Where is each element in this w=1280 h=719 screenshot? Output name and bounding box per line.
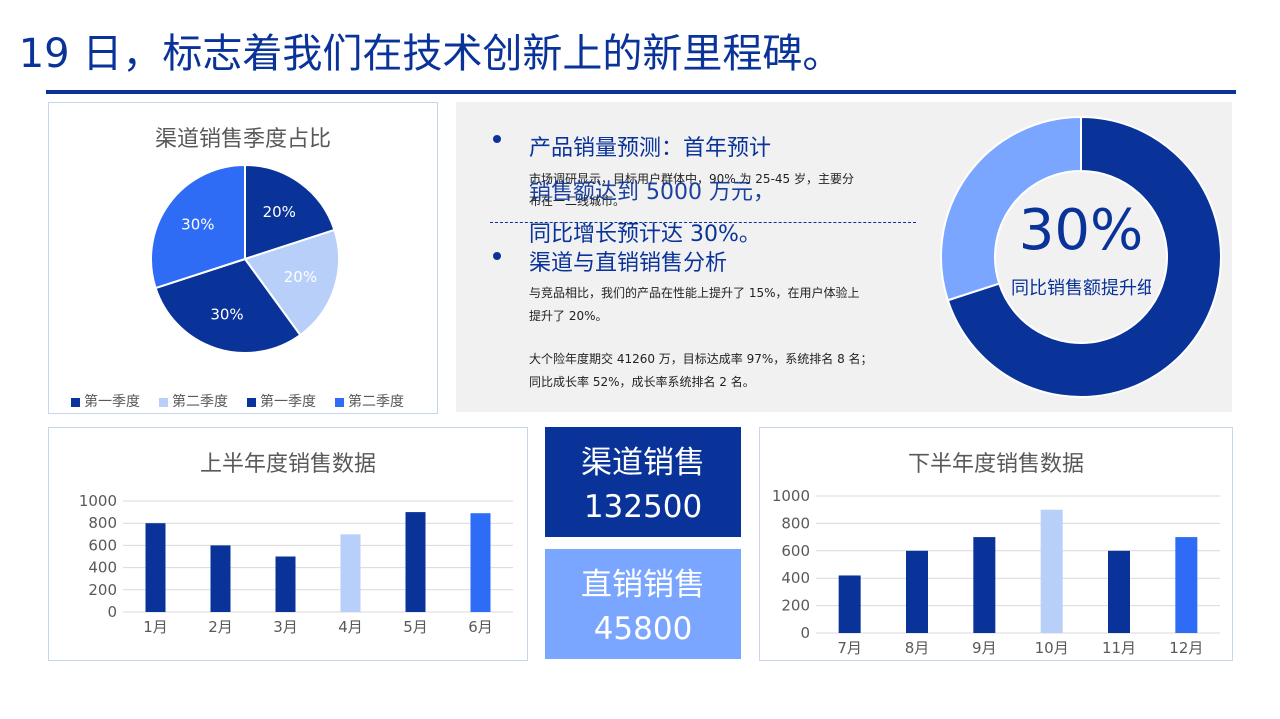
donut-caption: 同比销售额提升细 xyxy=(1011,278,1151,299)
h2-bar-chart-panel: 下半年度销售数据 0 200 400 600 800 1000 7月 8月 9月 10月 11月 12… xyxy=(759,427,1233,661)
channel-body-4: 同比成长率 52%，成长率系统排名 2 名。 xyxy=(529,375,755,389)
y-tick-label: 600 xyxy=(781,542,810,560)
bar xyxy=(973,537,996,633)
forecast-body-2: 布在一二线城市。 xyxy=(529,194,626,208)
bar xyxy=(1175,537,1198,633)
direct-sales-value: 45800 xyxy=(593,611,693,647)
pie-slice-label: 30% xyxy=(181,216,214,234)
info-panel: 产品销量预测：首年预计 市场调研显示，目标用户群体中，90% 为 25-45 岁… xyxy=(456,102,1232,412)
x-tick-label: 11月 xyxy=(1102,639,1136,657)
bar xyxy=(405,512,426,612)
legend-swatch xyxy=(71,397,80,407)
pie-slice xyxy=(154,257,302,354)
h1-bar-chart-title: 上半年度销售数据 xyxy=(199,452,376,477)
bullet-dot xyxy=(493,135,501,143)
x-tick-label: 2月 xyxy=(208,618,233,636)
y-tick-label: 1000 xyxy=(79,492,117,510)
x-tick-label: 5月 xyxy=(403,618,428,636)
dashed-divider xyxy=(490,222,916,223)
x-tick-label: 12月 xyxy=(1169,639,1203,657)
x-tick-label: 8月 xyxy=(905,639,930,657)
bar xyxy=(275,556,296,612)
x-tick-label: 1月 xyxy=(143,618,168,636)
pie-slice xyxy=(150,163,246,290)
bar xyxy=(470,513,491,612)
bar xyxy=(1040,509,1063,633)
channel-body-3: 大个险年度期交 41260 万，目标达成率 97%，系统排名 8 名； xyxy=(529,352,873,366)
pie-chart-title: 渠道销售季度占比 xyxy=(154,127,331,152)
legend-label: 第一季度 xyxy=(260,394,316,410)
x-tick-label: 3月 xyxy=(273,618,298,636)
y-tick-label: 400 xyxy=(781,569,810,587)
channel-sales-kpi: 渠道销售 132500 xyxy=(545,427,741,537)
headline-divider xyxy=(46,90,1236,94)
forecast-title: 产品销量预测：首年预计 xyxy=(529,136,772,161)
channel-body-1: 与竞品相比，我们的产品在性能上提升了 15%，在用户体验上 xyxy=(529,286,860,300)
donut-percent: 30% xyxy=(1018,198,1144,263)
legend-swatch xyxy=(159,397,168,407)
h1-bar-chart-panel: 上半年度销售数据 0 200 400 600 800 1000 1月 2月 3月 4月 5月 6月 xyxy=(48,427,528,661)
bar xyxy=(340,534,361,612)
bar xyxy=(1108,550,1130,633)
y-tick-label: 200 xyxy=(88,581,117,599)
y-tick-label: 0 xyxy=(800,624,810,642)
forecast-body-1: 市场调研显示，目标用户群体中，90% 为 25-45 岁，主要分 xyxy=(529,172,854,186)
page-headline: 月 19 日，标志着我们在技术创新上的新里程碑。 xyxy=(0,31,843,77)
pie-slice xyxy=(243,228,340,337)
legend-swatch xyxy=(247,397,256,407)
x-tick-label: 9月 xyxy=(972,639,997,657)
channel-title: 渠道与直销销售分析 xyxy=(529,251,728,276)
x-tick-label: 10月 xyxy=(1035,639,1069,657)
h2-bar-chart: 0 200 400 600 800 1000 7月 8月 9月 10月 11月 12月 xyxy=(772,487,1220,657)
y-tick-label: 0 xyxy=(107,603,117,621)
legend-label: 第二季度 xyxy=(172,394,228,410)
pie-slice xyxy=(244,163,336,261)
y-tick-label: 400 xyxy=(88,559,117,577)
x-tick-label: 6月 xyxy=(468,618,493,636)
channel-sales-label: 渠道销售 xyxy=(581,445,705,481)
pie-legend-item: 第二季度 xyxy=(159,391,228,411)
y-tick-label: 800 xyxy=(781,514,810,532)
pie-slice-label: 20% xyxy=(284,268,317,286)
pie-legend-item: 第一季度 xyxy=(71,391,140,411)
h1-bar-chart: 0 200 400 600 800 1000 1月 2月 3月 4月 5月 6月 xyxy=(79,492,513,636)
bar xyxy=(838,575,861,633)
bar xyxy=(906,550,928,633)
pie-chart: 20% 20% 30% 30% xyxy=(150,163,340,354)
pie-legend-item: 第二季度 xyxy=(335,391,404,411)
donut-chart xyxy=(940,115,1222,398)
y-tick-label: 200 xyxy=(781,597,810,615)
pie-chart-panel: 渠道销售季度占比 20% 20% 30% 30% 第一季度 第二季度 第一季度 第二季度 xyxy=(48,102,438,414)
x-tick-label: 7月 xyxy=(837,639,862,657)
y-tick-label: 800 xyxy=(88,514,117,532)
bar xyxy=(210,545,231,612)
x-tick-label: 4月 xyxy=(338,618,363,636)
y-tick-label: 1000 xyxy=(772,487,810,505)
direct-sales-label: 直销销售 xyxy=(581,567,705,603)
bullet-dot xyxy=(493,252,501,260)
donut-segment-value xyxy=(940,115,1082,302)
forecast-overlay-2: 同比增长预计达 30%。 xyxy=(529,222,761,247)
forecast-overlay-1: 销售额达到 5000 万元， xyxy=(529,180,775,205)
pie-slice-label: 20% xyxy=(263,203,296,221)
h2-bar-chart-title: 下半年度销售数据 xyxy=(907,452,1084,477)
y-tick-label: 600 xyxy=(88,536,117,554)
donut-segment-rest xyxy=(946,115,1222,398)
bar xyxy=(145,523,166,612)
channel-body-2: 提升了 20%。 xyxy=(529,309,608,323)
legend-swatch xyxy=(335,397,344,407)
direct-sales-kpi: 直销销售 45800 xyxy=(545,549,741,659)
channel-sales-value: 132500 xyxy=(583,489,703,525)
legend-label: 第二季度 xyxy=(348,394,404,410)
pie-slice-label: 30% xyxy=(210,305,243,323)
pie-legend-item: 第一季度 xyxy=(247,391,316,411)
legend-label: 第一季度 xyxy=(84,394,140,410)
